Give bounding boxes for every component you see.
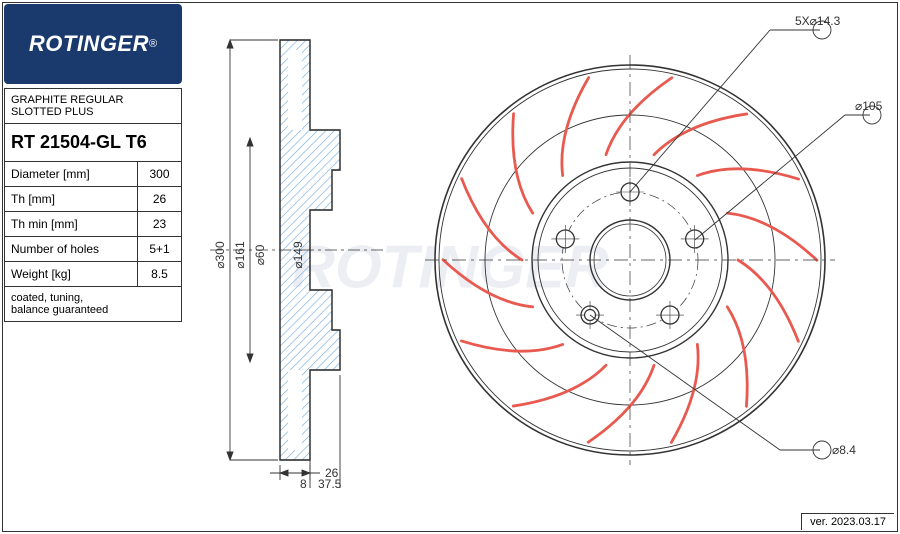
brand-name: ROTINGER — [29, 31, 149, 57]
section-view: ⌀300 ⌀161 ⌀60 ⌀149 26 8 37.5 — [200, 10, 390, 490]
dim-bolt-pattern: 5X⌀14.3 — [795, 14, 841, 28]
spec-value: 5+1 — [138, 237, 182, 262]
spec-label: Th min [mm] — [5, 212, 138, 237]
registered-mark: ® — [149, 38, 157, 50]
spec-label: Diameter [mm] — [5, 162, 138, 187]
brand-logo: ROTINGER ® — [4, 4, 182, 84]
part-number: RT 21504-GL T6 — [5, 124, 182, 162]
spec-notes: coated, tuning, balance guaranteed — [5, 287, 182, 322]
version-label: ver. 2023.03.17 — [801, 513, 894, 530]
spec-label: Weight [kg] — [5, 262, 138, 287]
dim-8: 8 — [300, 477, 307, 490]
dim-outer-dia: ⌀300 — [213, 241, 227, 269]
spec-value: 26 — [138, 187, 182, 212]
dim-pin: ⌀8.4 — [832, 443, 856, 457]
spec-value: 300 — [138, 162, 182, 187]
spec-label: Th [mm] — [5, 187, 138, 212]
dim-60: ⌀60 — [253, 244, 267, 265]
product-line: GRAPHITE REGULAR SLOTTED PLUS — [5, 89, 182, 124]
dim-161: ⌀161 — [233, 241, 247, 269]
dim-149: ⌀149 — [291, 241, 305, 269]
spec-label: Number of holes — [5, 237, 138, 262]
spec-value: 8.5 — [138, 262, 182, 287]
spec-value: 23 — [138, 212, 182, 237]
dim-375: 37.5 — [318, 477, 342, 490]
spec-table: GRAPHITE REGULAR SLOTTED PLUS RT 21504-G… — [4, 88, 182, 322]
dim-pcd: ⌀105 — [855, 99, 883, 113]
front-view: 5X⌀14.3 ⌀8.4 ⌀105 — [400, 10, 890, 490]
